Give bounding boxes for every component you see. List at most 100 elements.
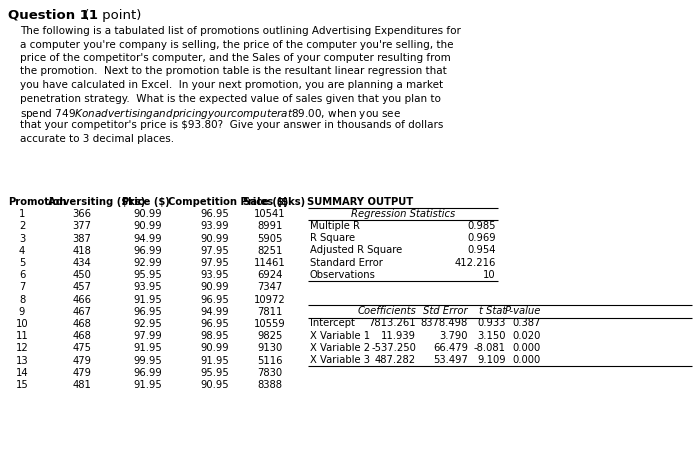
- Text: 377: 377: [73, 221, 92, 232]
- Text: 66.479: 66.479: [433, 343, 468, 353]
- Text: 0.387: 0.387: [512, 318, 541, 328]
- Text: 468: 468: [73, 331, 92, 341]
- Text: 412.216: 412.216: [454, 257, 496, 268]
- Text: 2: 2: [19, 221, 25, 232]
- Text: 8: 8: [19, 295, 25, 304]
- Text: 479: 479: [73, 355, 92, 366]
- Text: 0.954: 0.954: [468, 245, 496, 255]
- Text: 6: 6: [19, 270, 25, 280]
- Text: 10972: 10972: [254, 295, 286, 304]
- Text: 8388: 8388: [258, 380, 283, 390]
- Text: spend $749K on advertising and pricing your computer at $89.00, when you see: spend $749K on advertising and pricing y…: [20, 107, 401, 121]
- Text: 53.497: 53.497: [433, 355, 468, 365]
- Text: t Stat: t Stat: [479, 306, 506, 316]
- Text: 90.99: 90.99: [134, 209, 162, 219]
- Text: 5: 5: [19, 258, 25, 268]
- Text: 10541: 10541: [254, 209, 286, 219]
- Text: 94.99: 94.99: [134, 234, 162, 244]
- Text: Question 11: Question 11: [8, 9, 98, 22]
- Text: 94.99: 94.99: [201, 307, 230, 317]
- Text: 418: 418: [73, 246, 92, 256]
- Text: 96.99: 96.99: [134, 246, 162, 256]
- Text: 8991: 8991: [258, 221, 283, 232]
- Text: 15: 15: [15, 380, 29, 390]
- Text: 91.95: 91.95: [134, 295, 162, 304]
- Text: 0.985: 0.985: [468, 221, 496, 231]
- Text: 5116: 5116: [258, 355, 283, 366]
- Text: 96.99: 96.99: [134, 368, 162, 378]
- Text: 11: 11: [15, 331, 29, 341]
- Text: 4: 4: [19, 246, 25, 256]
- Text: 11.939: 11.939: [381, 331, 416, 341]
- Text: Sales ($ks): Sales ($ks): [243, 197, 305, 207]
- Text: 3.150: 3.150: [477, 331, 506, 341]
- Text: 7830: 7830: [258, 368, 283, 378]
- Text: 0.020: 0.020: [512, 331, 541, 341]
- Text: 387: 387: [73, 234, 92, 244]
- Text: 481: 481: [73, 380, 92, 390]
- Text: 92.95: 92.95: [134, 319, 162, 329]
- Text: -537.250: -537.250: [371, 343, 416, 353]
- Text: P-value: P-value: [505, 306, 541, 316]
- Text: 0.000: 0.000: [512, 355, 541, 365]
- Text: 3: 3: [19, 234, 25, 244]
- Text: accurate to 3 decimal places.: accurate to 3 decimal places.: [20, 134, 174, 144]
- Text: 8251: 8251: [258, 246, 283, 256]
- Text: 7: 7: [19, 283, 25, 292]
- Text: 91.95: 91.95: [201, 355, 230, 366]
- Text: 6924: 6924: [258, 270, 283, 280]
- Text: X Variable 3: X Variable 3: [310, 355, 370, 365]
- Text: 434: 434: [73, 258, 92, 268]
- Text: 95.95: 95.95: [201, 368, 230, 378]
- Text: 96.95: 96.95: [134, 307, 162, 317]
- Text: 0.933: 0.933: [477, 318, 506, 328]
- Text: Std Error: Std Error: [424, 306, 468, 316]
- Text: 97.99: 97.99: [134, 331, 162, 341]
- Text: 3.790: 3.790: [440, 331, 468, 341]
- Text: 479: 479: [73, 368, 92, 378]
- Text: 96.95: 96.95: [201, 295, 230, 304]
- Text: 93.95: 93.95: [134, 283, 162, 292]
- Text: 466: 466: [73, 295, 92, 304]
- Text: The following is a tabulated list of promotions outlining Advertising Expenditur: The following is a tabulated list of pro…: [20, 26, 461, 36]
- Text: a computer you're company is selling, the price of the computer you're selling, : a computer you're company is selling, th…: [20, 40, 454, 50]
- Text: 0.000: 0.000: [512, 343, 541, 353]
- Text: 91.95: 91.95: [134, 343, 162, 354]
- Text: 97.95: 97.95: [201, 246, 230, 256]
- Text: you have calculated in Excel.  In your next promotion, you are planning a market: you have calculated in Excel. In your ne…: [20, 80, 443, 90]
- Text: 10559: 10559: [254, 319, 286, 329]
- Text: 99.95: 99.95: [134, 355, 162, 366]
- Text: 450: 450: [73, 270, 92, 280]
- Text: 12: 12: [15, 343, 29, 354]
- Text: 9130: 9130: [258, 343, 283, 354]
- Text: 9825: 9825: [258, 331, 283, 341]
- Text: 92.99: 92.99: [134, 258, 162, 268]
- Text: X Variable 1: X Variable 1: [310, 331, 370, 341]
- Text: Competition Price ($): Competition Price ($): [168, 197, 288, 207]
- Text: 8378.498: 8378.498: [421, 318, 468, 328]
- Text: Multiple R: Multiple R: [310, 221, 360, 231]
- Text: 475: 475: [73, 343, 92, 354]
- Text: Standard Error: Standard Error: [310, 257, 383, 268]
- Text: 13: 13: [15, 355, 28, 366]
- Text: 1: 1: [19, 209, 25, 219]
- Text: Regression Statistics: Regression Statistics: [351, 209, 455, 219]
- Text: Price ($): Price ($): [122, 197, 169, 207]
- Text: Adversiting ($ks): Adversiting ($ks): [48, 197, 146, 207]
- Text: 97.95: 97.95: [201, 258, 230, 268]
- Text: 7347: 7347: [258, 283, 283, 292]
- Text: 10: 10: [484, 270, 496, 280]
- Text: R Square: R Square: [310, 233, 355, 243]
- Text: that your competitor's price is $93.80?  Give your answer in thousands of dollar: that your competitor's price is $93.80? …: [20, 120, 443, 130]
- Text: 90.99: 90.99: [201, 234, 230, 244]
- Text: 7811: 7811: [258, 307, 283, 317]
- Text: 90.99: 90.99: [201, 343, 230, 354]
- Text: Promotion: Promotion: [8, 197, 66, 207]
- Text: 5905: 5905: [258, 234, 283, 244]
- Text: 96.95: 96.95: [201, 209, 230, 219]
- Text: 90.99: 90.99: [134, 221, 162, 232]
- Text: 98.95: 98.95: [201, 331, 230, 341]
- Text: 93.95: 93.95: [201, 270, 230, 280]
- Text: (1 point): (1 point): [80, 9, 141, 22]
- Text: the promotion.  Next to the promotion table is the resultant linear regression t: the promotion. Next to the promotion tab…: [20, 66, 447, 77]
